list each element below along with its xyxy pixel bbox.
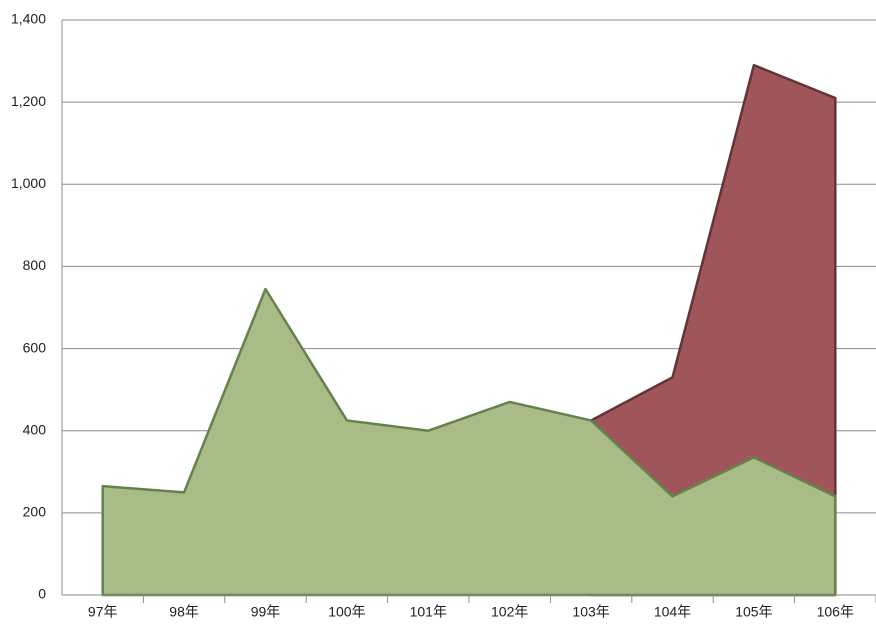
y-tick-label: 800	[23, 257, 47, 273]
y-tick-label: 400	[23, 421, 47, 437]
y-tick-label: 1,000	[11, 175, 46, 191]
x-tick-label: 106年	[817, 604, 854, 620]
x-tick-label: 98年	[169, 604, 199, 620]
y-tick-label: 0	[38, 586, 46, 602]
x-tick-label: 101年	[410, 604, 447, 620]
area	[101, 287, 837, 597]
x-tick-label: 103年	[572, 604, 609, 620]
x-tick-label: 104年	[654, 604, 691, 620]
y-tick-label: 600	[23, 339, 47, 355]
x-tick-label: 97年	[88, 604, 118, 620]
y-tick-label: 200	[23, 504, 47, 520]
x-tick-label: 105年	[735, 604, 772, 620]
y-tick-label: 1,200	[11, 93, 46, 109]
x-tick-label: 100年	[328, 604, 365, 620]
y-tick-label: 1,400	[11, 11, 46, 27]
x-tick-label: 102年	[491, 604, 528, 620]
x-tick-label: 99年	[251, 604, 281, 620]
